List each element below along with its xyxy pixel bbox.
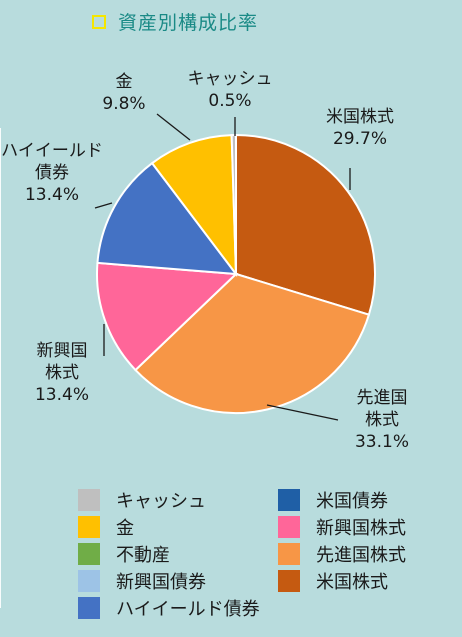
pie-slice-5 <box>230 133 237 275</box>
legend-label: キャッシュ <box>116 490 206 512</box>
slice-label-line: 13.4% <box>25 185 79 205</box>
left-rule <box>0 128 1 608</box>
slice-label-line: 債券 <box>35 163 69 183</box>
pie-slice-4 <box>150 134 238 278</box>
slice-label-line: 米国株式 <box>326 107 394 127</box>
slice-label-4: 金 9.8% <box>102 72 145 114</box>
legend-item: 米国株式 <box>278 567 458 594</box>
legend-item: 新興国株式 <box>278 513 458 540</box>
legend-item: キャッシュ <box>78 486 278 513</box>
leader-line-3 <box>94 202 113 209</box>
slice-label-line: 29.7% <box>333 129 387 149</box>
legend-label: 先進国株式 <box>316 544 406 566</box>
legend-swatch <box>78 569 100 592</box>
slice-label-line: 0.5% <box>208 91 251 111</box>
legend-label: 米国債券 <box>316 490 388 512</box>
legend-label: 新興国株式 <box>316 517 406 539</box>
legend-item: 金 <box>78 513 278 540</box>
legend-swatch <box>278 569 300 592</box>
legend-label: 金 <box>116 517 134 539</box>
slice-label-3: ハイイールド債券 13.4% <box>1 141 103 205</box>
legend-swatch <box>278 488 300 511</box>
legend-label: 米国株式 <box>316 571 388 593</box>
legend-swatch <box>78 596 100 619</box>
slice-label-2: 新興国株式 13.4% <box>35 341 89 405</box>
pie-slice-3 <box>96 161 239 276</box>
leader-line-1 <box>266 404 339 421</box>
legend-label: ハイイールド債券 <box>116 598 260 620</box>
legend-label: 不動産 <box>116 544 170 566</box>
slice-label-line: キャッシュ <box>188 69 273 89</box>
legend-item: 米国債券 <box>278 486 458 513</box>
slice-label-1: 先進国株式 33.1% <box>355 388 409 452</box>
slice-label-line: 9.8% <box>102 94 145 114</box>
legend-swatch <box>278 515 300 538</box>
chart-title-block: 資産別構成比率 <box>92 8 258 35</box>
legend-swatch <box>78 488 100 511</box>
legend-item: 先進国株式 <box>278 540 458 567</box>
slice-label-line: 13.4% <box>35 385 89 405</box>
leader-line-4 <box>156 113 191 141</box>
pie-slice-0 <box>235 133 376 316</box>
legend: キャッシュ 米国債券金 新興国株式不動産 先進国株式新興国債券 米国株式ハイイールド債券 <box>78 486 458 621</box>
legend-item: ハイイールド債券 <box>78 594 278 621</box>
slice-label-line: 新興国 <box>37 341 88 361</box>
slice-label-line: 株式 <box>45 363 79 383</box>
legend-swatch <box>78 542 100 565</box>
slice-label-5: キャッシュ 0.5% <box>188 69 273 111</box>
legend-item: 不動産 <box>78 540 278 567</box>
slice-label-0: 米国株式 29.7% <box>326 107 394 149</box>
legend-swatch <box>278 542 300 565</box>
pie-slice-2 <box>96 261 239 372</box>
title-square-icon <box>92 14 106 29</box>
slice-label-line: 先進国 <box>357 388 408 408</box>
slice-label-line: 33.1% <box>355 432 409 452</box>
slice-label-line: 株式 <box>365 410 399 430</box>
chart-title: 資産別構成比率 <box>118 12 259 34</box>
slice-label-line: ハイイールド <box>1 141 103 161</box>
legend-swatch <box>78 515 100 538</box>
legend-label: 新興国債券 <box>116 571 206 593</box>
legend-item: 新興国債券 <box>78 567 278 594</box>
pie-slice-1 <box>134 272 371 414</box>
slice-label-line: 金 <box>116 72 133 92</box>
